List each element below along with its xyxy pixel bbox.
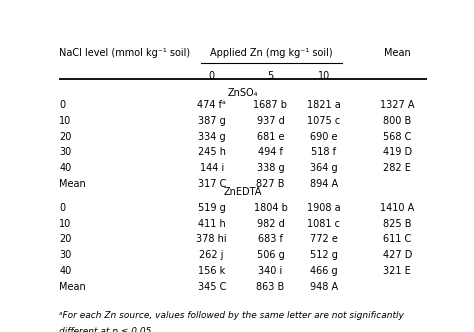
Text: 364 g: 364 g bbox=[310, 163, 337, 173]
Text: 611 C: 611 C bbox=[383, 234, 411, 244]
Text: Mean: Mean bbox=[59, 179, 86, 189]
Text: 262 j: 262 j bbox=[200, 250, 224, 260]
Text: 40: 40 bbox=[59, 163, 72, 173]
Text: 1327 A: 1327 A bbox=[380, 100, 414, 110]
Text: 40: 40 bbox=[59, 266, 72, 276]
Text: 321 E: 321 E bbox=[383, 266, 411, 276]
Text: 411 h: 411 h bbox=[198, 218, 226, 228]
Text: 690 e: 690 e bbox=[310, 131, 337, 142]
Text: 1821 a: 1821 a bbox=[307, 100, 341, 110]
Text: Mean: Mean bbox=[59, 282, 86, 292]
Text: ZnEDTA: ZnEDTA bbox=[224, 187, 262, 197]
Text: ᵃFor each Zn source, values followed by the same letter are not significantly: ᵃFor each Zn source, values followed by … bbox=[59, 310, 404, 320]
Text: 156 k: 156 k bbox=[198, 266, 225, 276]
Text: 894 A: 894 A bbox=[310, 179, 338, 189]
Text: 30: 30 bbox=[59, 250, 72, 260]
Text: 378 hi: 378 hi bbox=[196, 234, 227, 244]
Text: 1075 c: 1075 c bbox=[307, 116, 340, 126]
Text: 338 g: 338 g bbox=[256, 163, 284, 173]
Text: 144 i: 144 i bbox=[200, 163, 224, 173]
Text: 518 f: 518 f bbox=[311, 147, 336, 157]
Text: ZnSO₄: ZnSO₄ bbox=[228, 88, 258, 98]
Text: 863 B: 863 B bbox=[256, 282, 284, 292]
Text: 683 f: 683 f bbox=[258, 234, 283, 244]
Text: 5: 5 bbox=[267, 70, 273, 81]
Text: 800 B: 800 B bbox=[383, 116, 411, 126]
Text: 772 e: 772 e bbox=[310, 234, 337, 244]
Text: 982 d: 982 d bbox=[256, 218, 284, 228]
Text: 245 h: 245 h bbox=[198, 147, 226, 157]
Text: 474 fᵃ: 474 fᵃ bbox=[197, 100, 226, 110]
Text: 10: 10 bbox=[59, 218, 72, 228]
Text: 1410 A: 1410 A bbox=[380, 203, 414, 213]
Text: 0: 0 bbox=[209, 70, 215, 81]
Text: 387 g: 387 g bbox=[198, 116, 226, 126]
Text: 681 e: 681 e bbox=[257, 131, 284, 142]
Text: 0: 0 bbox=[59, 203, 65, 213]
Text: 825 B: 825 B bbox=[383, 218, 411, 228]
Text: 20: 20 bbox=[59, 131, 72, 142]
Text: 1687 b: 1687 b bbox=[254, 100, 287, 110]
Text: Applied Zn (mg kg⁻¹ soil): Applied Zn (mg kg⁻¹ soil) bbox=[210, 47, 333, 57]
Text: 1081 c: 1081 c bbox=[307, 218, 340, 228]
Text: 334 g: 334 g bbox=[198, 131, 226, 142]
Text: 519 g: 519 g bbox=[198, 203, 226, 213]
Text: 20: 20 bbox=[59, 234, 72, 244]
Text: 419 D: 419 D bbox=[383, 147, 412, 157]
Text: Mean: Mean bbox=[384, 47, 410, 57]
Text: 10: 10 bbox=[59, 116, 72, 126]
Text: 10: 10 bbox=[318, 70, 330, 81]
Text: different at p ≤ 0.05.: different at p ≤ 0.05. bbox=[59, 327, 155, 332]
Text: 340 i: 340 i bbox=[258, 266, 283, 276]
Text: 1908 a: 1908 a bbox=[307, 203, 340, 213]
Text: 506 g: 506 g bbox=[256, 250, 284, 260]
Text: 827 B: 827 B bbox=[256, 179, 285, 189]
Text: 282 E: 282 E bbox=[383, 163, 411, 173]
Text: 568 C: 568 C bbox=[383, 131, 411, 142]
Text: 345 C: 345 C bbox=[198, 282, 226, 292]
Text: NaCl level (mmol kg⁻¹ soil): NaCl level (mmol kg⁻¹ soil) bbox=[59, 47, 191, 57]
Text: 1804 b: 1804 b bbox=[254, 203, 287, 213]
Text: 466 g: 466 g bbox=[310, 266, 337, 276]
Text: 948 A: 948 A bbox=[310, 282, 338, 292]
Text: 30: 30 bbox=[59, 147, 72, 157]
Text: 937 d: 937 d bbox=[256, 116, 284, 126]
Text: 427 D: 427 D bbox=[383, 250, 412, 260]
Text: 494 f: 494 f bbox=[258, 147, 283, 157]
Text: 512 g: 512 g bbox=[310, 250, 337, 260]
Text: 317 C: 317 C bbox=[198, 179, 226, 189]
Text: 0: 0 bbox=[59, 100, 65, 110]
